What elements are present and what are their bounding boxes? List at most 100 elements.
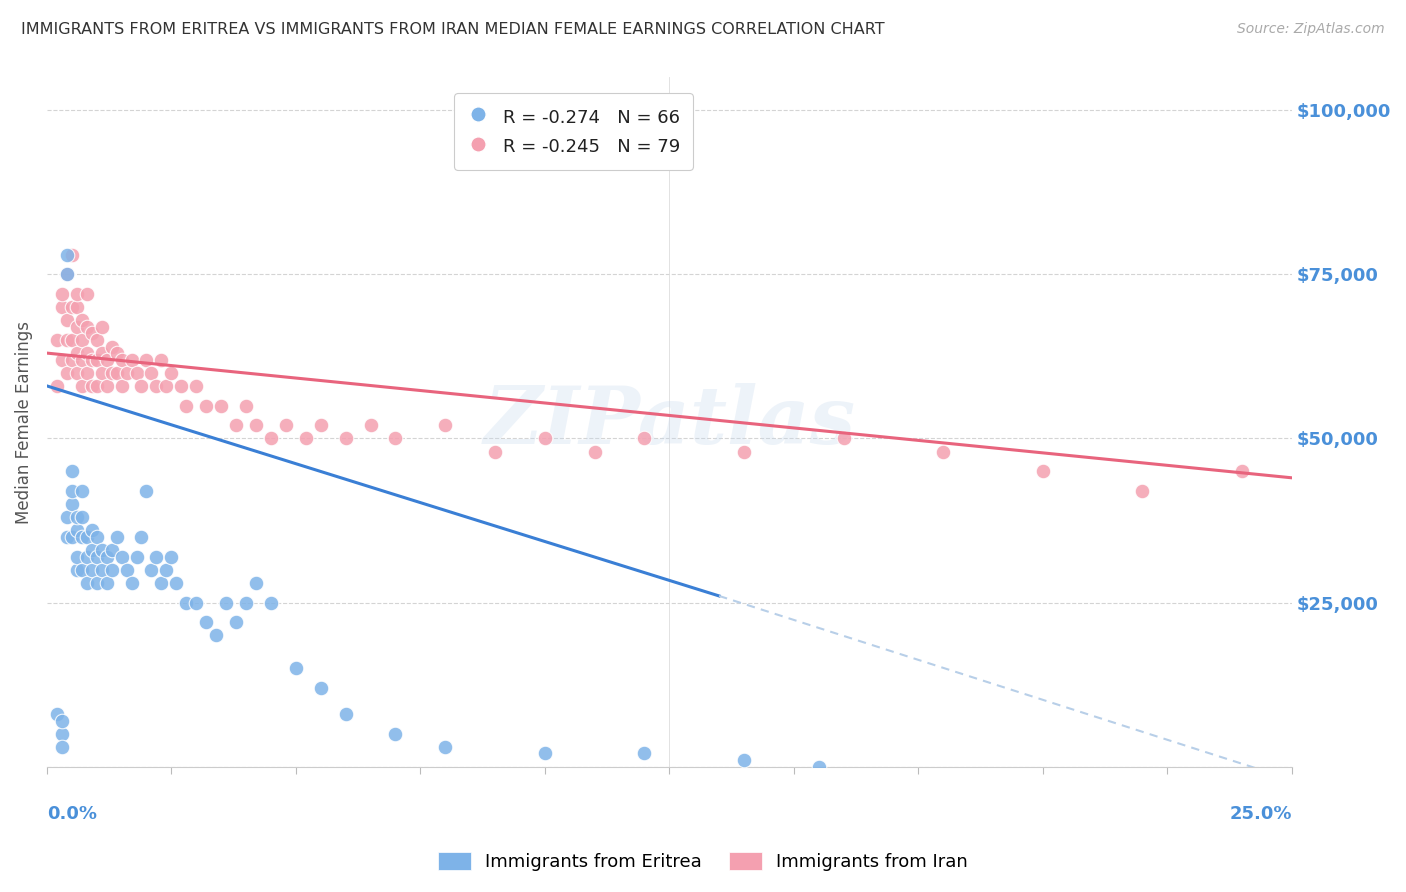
Point xyxy=(215,595,238,609)
Point xyxy=(335,432,357,446)
Point xyxy=(51,727,73,741)
Point xyxy=(51,352,73,367)
Point xyxy=(733,444,755,458)
Point xyxy=(534,432,557,446)
Point xyxy=(245,418,267,433)
Point xyxy=(245,575,267,590)
Point xyxy=(225,418,247,433)
Point xyxy=(66,563,89,577)
Point xyxy=(484,444,506,458)
Point xyxy=(121,575,143,590)
Point xyxy=(121,352,143,367)
Point xyxy=(195,399,218,413)
Point xyxy=(60,497,83,511)
Text: ZIPatlas: ZIPatlas xyxy=(484,384,855,461)
Point xyxy=(60,333,83,347)
Point xyxy=(135,352,157,367)
Point xyxy=(131,379,153,393)
Point xyxy=(150,575,173,590)
Point xyxy=(110,352,132,367)
Point xyxy=(195,615,218,630)
Point xyxy=(60,300,83,314)
Point xyxy=(60,530,83,544)
Point xyxy=(80,524,103,538)
Point xyxy=(66,510,89,524)
Point xyxy=(832,432,855,446)
Point xyxy=(534,747,557,761)
Point xyxy=(1230,464,1253,478)
Point xyxy=(110,549,132,564)
Point xyxy=(165,575,187,590)
Point xyxy=(51,739,73,754)
Point xyxy=(90,563,112,577)
Point xyxy=(141,366,163,380)
Point xyxy=(96,575,118,590)
Point xyxy=(105,530,128,544)
Point xyxy=(96,352,118,367)
Point xyxy=(235,399,257,413)
Point xyxy=(56,333,79,347)
Point xyxy=(110,379,132,393)
Point xyxy=(56,510,79,524)
Point xyxy=(56,313,79,327)
Point xyxy=(70,313,93,327)
Point xyxy=(160,549,183,564)
Point xyxy=(80,543,103,558)
Point xyxy=(45,379,67,393)
Point xyxy=(90,366,112,380)
Point xyxy=(70,530,93,544)
Point xyxy=(360,418,382,433)
Point xyxy=(105,346,128,360)
Point xyxy=(70,379,93,393)
Point xyxy=(733,753,755,767)
Point xyxy=(86,333,108,347)
Point xyxy=(51,287,73,301)
Point xyxy=(70,510,93,524)
Point xyxy=(86,575,108,590)
Legend: Immigrants from Eritrea, Immigrants from Iran: Immigrants from Eritrea, Immigrants from… xyxy=(432,845,974,879)
Point xyxy=(155,379,177,393)
Point xyxy=(86,549,108,564)
Point xyxy=(86,379,108,393)
Point xyxy=(56,268,79,282)
Point xyxy=(160,366,183,380)
Point xyxy=(76,575,98,590)
Point xyxy=(260,432,283,446)
Point xyxy=(51,300,73,314)
Point xyxy=(176,595,198,609)
Point xyxy=(115,366,138,380)
Point xyxy=(56,247,79,261)
Point xyxy=(145,379,167,393)
Point xyxy=(66,319,89,334)
Point xyxy=(633,432,655,446)
Point xyxy=(135,483,157,498)
Point xyxy=(434,418,457,433)
Point xyxy=(633,747,655,761)
Point xyxy=(66,300,89,314)
Point xyxy=(125,549,148,564)
Point xyxy=(141,563,163,577)
Point xyxy=(309,681,332,695)
Point xyxy=(66,287,89,301)
Point xyxy=(51,714,73,728)
Point xyxy=(70,333,93,347)
Point xyxy=(100,543,122,558)
Point xyxy=(76,366,98,380)
Point xyxy=(335,707,357,722)
Point xyxy=(70,352,93,367)
Point xyxy=(205,628,228,642)
Text: 0.0%: 0.0% xyxy=(46,805,97,823)
Point xyxy=(45,707,67,722)
Point xyxy=(66,366,89,380)
Point xyxy=(186,595,208,609)
Point xyxy=(100,366,122,380)
Point xyxy=(80,379,103,393)
Point xyxy=(60,352,83,367)
Point xyxy=(66,524,89,538)
Point xyxy=(131,530,153,544)
Point xyxy=(1132,483,1154,498)
Point xyxy=(60,464,83,478)
Point xyxy=(86,352,108,367)
Text: Source: ZipAtlas.com: Source: ZipAtlas.com xyxy=(1237,22,1385,37)
Point xyxy=(284,661,307,675)
